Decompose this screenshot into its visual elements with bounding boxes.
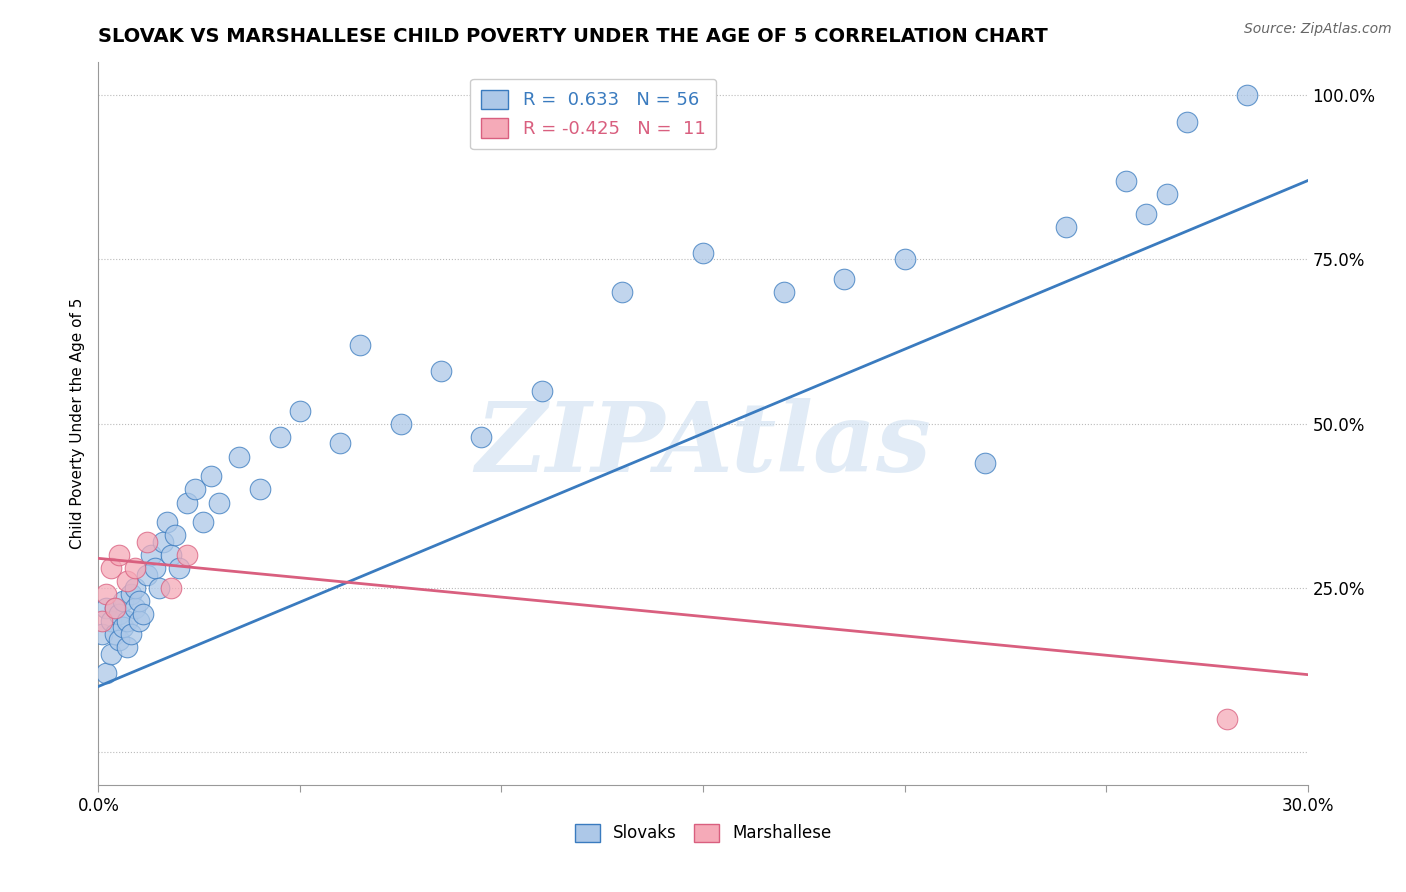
Point — [111, 620, 134, 634]
Point — [1175, 114, 1198, 128]
Point — [120, 587, 142, 601]
Point — [184, 483, 207, 497]
Point — [115, 640, 138, 654]
Point — [135, 535, 157, 549]
Point — [163, 528, 186, 542]
Point — [167, 561, 190, 575]
Point — [156, 515, 179, 529]
Point — [832, 272, 855, 286]
Point — [139, 548, 162, 562]
Point — [288, 403, 311, 417]
Point — [107, 607, 129, 622]
Point — [1135, 206, 1157, 220]
Point — [200, 469, 222, 483]
Point — [103, 600, 125, 615]
Point — [100, 561, 122, 575]
Point — [1216, 712, 1239, 726]
Point — [132, 607, 155, 622]
Point — [103, 627, 125, 641]
Point — [249, 483, 271, 497]
Point — [430, 364, 453, 378]
Y-axis label: Child Poverty Under the Age of 5: Child Poverty Under the Age of 5 — [69, 298, 84, 549]
Point — [96, 666, 118, 681]
Point — [1156, 186, 1178, 201]
Point — [120, 627, 142, 641]
Point — [143, 561, 166, 575]
Point — [208, 495, 231, 509]
Point — [103, 600, 125, 615]
Point — [1236, 88, 1258, 103]
Point — [124, 561, 146, 575]
Point — [100, 614, 122, 628]
Text: ZIPAtlas: ZIPAtlas — [475, 399, 931, 492]
Point — [974, 456, 997, 470]
Point — [135, 567, 157, 582]
Point — [91, 627, 114, 641]
Point — [111, 594, 134, 608]
Point — [1115, 174, 1137, 188]
Point — [160, 581, 183, 595]
Point — [470, 430, 492, 444]
Point — [100, 647, 122, 661]
Point — [349, 338, 371, 352]
Point — [530, 384, 553, 398]
Point — [329, 436, 352, 450]
Point — [128, 594, 150, 608]
Point — [91, 614, 114, 628]
Point — [124, 600, 146, 615]
Point — [96, 587, 118, 601]
Point — [692, 246, 714, 260]
Point — [228, 450, 250, 464]
Point — [107, 633, 129, 648]
Text: SLOVAK VS MARSHALLESE CHILD POVERTY UNDER THE AGE OF 5 CORRELATION CHART: SLOVAK VS MARSHALLESE CHILD POVERTY UNDE… — [98, 27, 1047, 45]
Point — [96, 600, 118, 615]
Point — [148, 581, 170, 595]
Point — [124, 581, 146, 595]
Point — [107, 548, 129, 562]
Point — [772, 285, 794, 300]
Point — [893, 252, 915, 267]
Point — [1054, 219, 1077, 234]
Point — [612, 285, 634, 300]
Point — [115, 614, 138, 628]
Point — [269, 430, 291, 444]
Point — [389, 417, 412, 431]
Point — [160, 548, 183, 562]
Point — [128, 614, 150, 628]
Point — [193, 515, 215, 529]
Point — [176, 548, 198, 562]
Text: Source: ZipAtlas.com: Source: ZipAtlas.com — [1244, 22, 1392, 37]
Legend: Slovaks, Marshallese: Slovaks, Marshallese — [568, 817, 838, 849]
Point — [115, 574, 138, 589]
Point — [176, 495, 198, 509]
Point — [152, 535, 174, 549]
